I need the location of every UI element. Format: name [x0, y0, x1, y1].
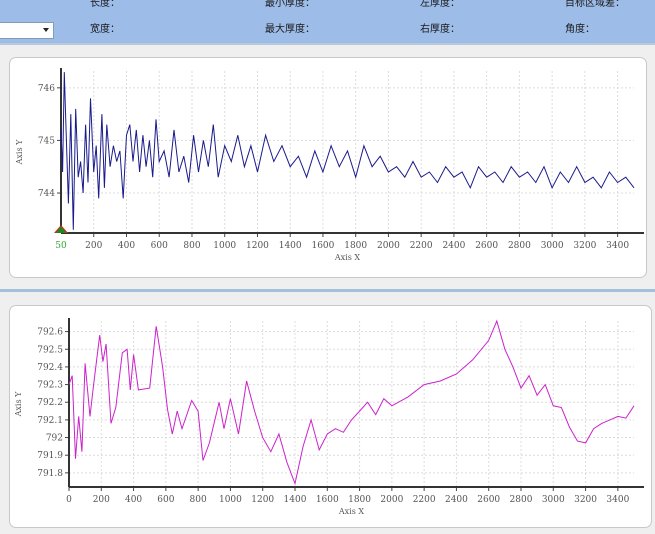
x-tick-label: 3400: [606, 241, 629, 251]
y-tick-label: 745: [38, 136, 55, 146]
y-tick-label: 792.6: [37, 328, 63, 338]
x-tick-label: 2200: [413, 495, 436, 505]
top-chart[interactable]: 200 400 600 800 1000 1200 1400 1600 1800 2000 2200…: [10, 58, 646, 277]
x-tick-label: 1600: [311, 241, 334, 251]
x-tick-label: 200: [93, 495, 110, 505]
label-length: 长度：: [90, 0, 120, 9]
x-tick-label: 800: [190, 495, 207, 505]
x-tick-label: 400: [118, 241, 135, 251]
x-tick-label: 400: [125, 495, 142, 505]
y-tick-label: 792: [46, 434, 63, 444]
marker-green-icon: [56, 226, 66, 233]
x-tick-label: 2000: [380, 495, 403, 505]
marker-label: 50: [55, 241, 67, 251]
label-width: 宽度：: [90, 24, 120, 35]
x-tick-label: 2200: [410, 241, 433, 251]
x-tick-label: 1800: [348, 495, 371, 505]
x-tick-label: 800: [183, 241, 200, 251]
x-tick-label: 2600: [475, 241, 498, 251]
bottom-chart-panel: 0 200 400 600 800 1000 1200 1400 1600 1800 2000 220…: [9, 305, 652, 528]
x-tick-label: 1400: [279, 241, 302, 251]
y-tick-label: 746: [38, 84, 55, 94]
data-series-line: [60, 72, 635, 230]
x-axis-title: Axis X: [334, 253, 360, 262]
x-tick-label: 1000: [213, 241, 236, 251]
info-header: 长度： 最小厚度： 左厚度： 目标区域差： 宽度： 最大厚度： 右厚度： 角度：: [0, 0, 655, 45]
y-tick-label: 792.4: [37, 363, 63, 373]
data-series-line: [68, 319, 635, 486]
label-max-thickness: 最大厚度：: [265, 24, 315, 35]
x-tick-label: 200: [85, 241, 102, 251]
x-tick-label: 2800: [508, 241, 531, 251]
y-tick-label: 792.3: [37, 381, 63, 391]
x-tick-label: 2800: [510, 495, 533, 505]
y-tick-label: 792.5: [37, 345, 63, 355]
x-tick-label: 600: [151, 241, 168, 251]
x-tick-label: 2000: [377, 241, 400, 251]
chevron-down-icon[interactable]: [43, 28, 49, 32]
x-tick-label: 600: [157, 495, 174, 505]
selector-combobox[interactable]: [0, 22, 54, 39]
x-tick-label: 1600: [316, 495, 339, 505]
y-tick-label: 792.2: [37, 398, 63, 408]
x-tick-label: 2400: [445, 495, 468, 505]
x-tick-label: 3000: [542, 495, 565, 505]
x-tick-label: 3200: [574, 495, 597, 505]
x-tick-label: 1400: [284, 495, 307, 505]
x-tick-label: 0: [66, 495, 72, 505]
x-tick-label: 2400: [442, 241, 465, 251]
bottom-chart[interactable]: 0 200 400 600 800 1000 1200 1400 1600 1800 2000 220…: [10, 306, 651, 527]
y-tick-label: 791.8: [37, 469, 63, 479]
x-tick-label: 1200: [246, 241, 269, 251]
y-axis-title: Axis Y: [14, 391, 23, 417]
x-tick-label: 3200: [573, 241, 596, 251]
splitter[interactable]: [0, 289, 655, 292]
label-left-thickness: 左厚度：: [420, 0, 460, 9]
x-tick-label: 1000: [219, 495, 242, 505]
y-tick-label: 792.1: [37, 416, 63, 426]
y-tick-label: 791.9: [37, 451, 63, 461]
label-target-diff: 目标区域差：: [565, 0, 625, 9]
x-tick-label: 1200: [251, 495, 274, 505]
x-axis-title: Axis X: [338, 507, 364, 516]
x-tick-label: 3400: [606, 495, 629, 505]
y-axis-title: Axis Y: [15, 139, 24, 165]
top-chart-panel: 200 400 600 800 1000 1200 1400 1600 1800 2000 2200…: [9, 57, 647, 278]
label-min-thickness: 最小厚度：: [265, 0, 315, 9]
y-tick-label: 744: [38, 189, 55, 199]
label-angle: 角度：: [565, 24, 595, 35]
label-right-thickness: 右厚度：: [420, 24, 460, 35]
x-tick-label: 1800: [344, 241, 367, 251]
x-tick-label: 3000: [541, 241, 564, 251]
x-tick-label: 2600: [477, 495, 500, 505]
